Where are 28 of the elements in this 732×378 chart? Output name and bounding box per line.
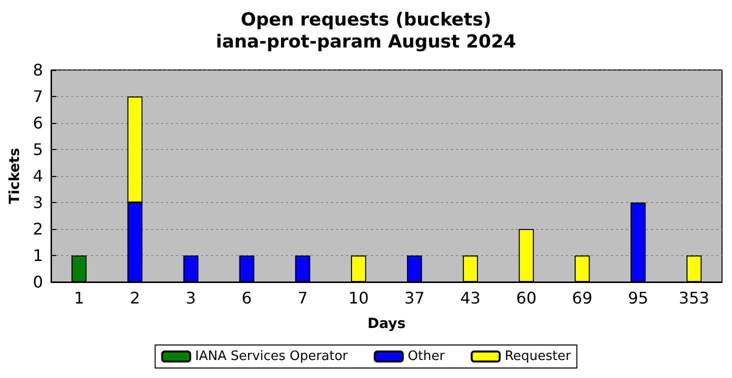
chart-subtitle: iana-prot-param August 2024: [216, 32, 516, 52]
x-axis-title: Days: [367, 316, 406, 332]
y-tick-label: 3: [32, 193, 44, 212]
x-tick-label: 69: [572, 288, 592, 308]
y-tick-label: 7: [32, 87, 44, 106]
x-tick-label: 95: [628, 288, 648, 308]
x-tick-label: 1: [74, 288, 84, 308]
x-tick-label: 60: [516, 288, 536, 308]
legend-label: IANA Services Operator: [195, 349, 348, 364]
y-tick-label: 1: [32, 246, 44, 265]
y-tick-label: 5: [32, 140, 44, 159]
x-tick-label: 2: [130, 288, 140, 308]
chart-title: Open requests (buckets): [240, 10, 492, 30]
y-axis-title: Tickets: [7, 148, 23, 204]
y-tick-label: 2: [32, 220, 44, 238]
y-tick-label: 8: [32, 60, 44, 80]
legend-label: Requester: [504, 349, 572, 364]
x-tick-label: 10: [348, 288, 369, 308]
y-tick-label: 4: [32, 166, 44, 186]
x-tick-label: 7: [298, 288, 308, 308]
y-tick-label: 6: [32, 114, 44, 132]
x-tick-label: 353: [678, 288, 710, 308]
legend-label: Other: [408, 349, 446, 364]
x-tick-label: 37: [404, 288, 425, 308]
x-tick-label: 6: [242, 288, 252, 308]
y-tick-label: 0: [32, 272, 44, 292]
x-tick-label: 43: [460, 288, 481, 308]
x-tick-label: 3: [186, 288, 196, 308]
